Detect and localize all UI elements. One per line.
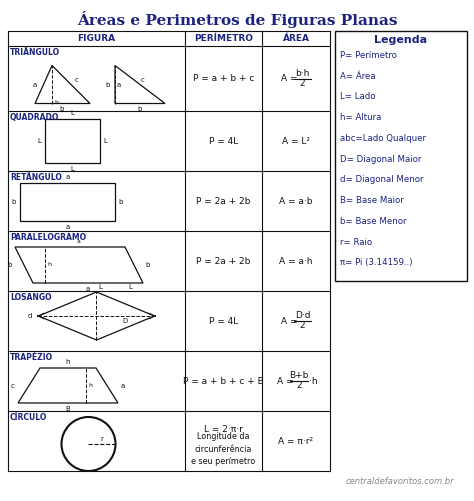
Text: centraldefavoritos.com.br: centraldefavoritos.com.br xyxy=(346,477,454,486)
Text: D= Diagonal Maior: D= Diagonal Maior xyxy=(340,155,421,164)
Text: D: D xyxy=(123,318,128,324)
Text: h: h xyxy=(66,359,70,365)
Text: B: B xyxy=(65,406,70,412)
Text: P = 2a + 2b: P = 2a + 2b xyxy=(196,196,251,205)
Text: 2: 2 xyxy=(296,381,302,390)
Text: P = a + b + c + B: P = a + b + c + B xyxy=(183,376,264,385)
Text: a: a xyxy=(121,382,125,388)
Bar xyxy=(335,31,467,281)
Text: h: h xyxy=(47,263,51,268)
Text: b: b xyxy=(118,199,122,205)
Text: d= Diagonal Menor: d= Diagonal Menor xyxy=(340,175,423,184)
Text: B+b: B+b xyxy=(290,372,309,380)
Text: P = a + b + c: P = a + b + c xyxy=(193,74,254,83)
Text: Áreas e Perimetros de Figuras Planas: Áreas e Perimetros de Figuras Planas xyxy=(77,11,397,28)
Text: A = a·b: A = a·b xyxy=(279,196,313,205)
Text: L: L xyxy=(99,284,102,290)
Text: b: b xyxy=(8,262,12,268)
Text: L: L xyxy=(71,166,74,172)
Text: b= Base Menor: b= Base Menor xyxy=(340,217,407,226)
Text: A = a·h: A = a·h xyxy=(279,257,313,266)
Text: b: b xyxy=(12,199,16,205)
Text: TRAPÉZIO: TRAPÉZIO xyxy=(10,353,53,362)
Text: abc=Lado Qualquer: abc=Lado Qualquer xyxy=(340,134,426,143)
Text: A =: A = xyxy=(281,74,300,83)
Text: L = 2·π·r: L = 2·π·r xyxy=(204,424,243,433)
Text: a: a xyxy=(65,224,70,230)
Text: h: h xyxy=(88,383,92,388)
Text: P= Perímetro: P= Perímetro xyxy=(340,51,397,60)
Text: a: a xyxy=(77,239,81,244)
Text: CÍRCULO: CÍRCULO xyxy=(10,413,47,422)
Text: Legenda: Legenda xyxy=(374,35,428,45)
Text: D·d: D·d xyxy=(295,312,310,321)
Text: Longitude da
circunferência
e seu perímetro: Longitude da circunferência e seu períme… xyxy=(191,432,255,466)
Text: d: d xyxy=(28,313,33,319)
Text: ÁREA: ÁREA xyxy=(283,34,310,43)
Text: a: a xyxy=(33,82,37,88)
Text: P = 4L: P = 4L xyxy=(209,317,238,326)
Text: P = 2a + 2b: P = 2a + 2b xyxy=(196,257,251,266)
Text: A =: A = xyxy=(281,317,300,326)
Text: a: a xyxy=(65,174,70,180)
Text: 2: 2 xyxy=(300,322,305,331)
Text: RETÂNGULO: RETÂNGULO xyxy=(10,173,62,182)
Text: 2: 2 xyxy=(300,79,305,88)
Text: r= Raio: r= Raio xyxy=(340,237,372,246)
Text: h= Altura: h= Altura xyxy=(340,113,382,122)
Text: TRIÂNGULO: TRIÂNGULO xyxy=(10,48,60,57)
Text: ·h: ·h xyxy=(309,376,318,385)
Bar xyxy=(20,183,115,221)
Text: c: c xyxy=(75,77,79,83)
Text: c: c xyxy=(141,77,145,83)
Text: L= Lado: L= Lado xyxy=(340,93,375,102)
Text: P = 4L: P = 4L xyxy=(209,136,238,145)
Text: h: h xyxy=(54,100,58,105)
Text: r: r xyxy=(100,436,103,442)
Bar xyxy=(45,119,100,163)
Text: b: b xyxy=(138,106,142,112)
Text: B= Base Maior: B= Base Maior xyxy=(340,196,404,205)
Text: L: L xyxy=(71,110,74,116)
Text: π= Pi (3.14159..): π= Pi (3.14159..) xyxy=(340,259,412,267)
Text: FIGURA: FIGURA xyxy=(77,34,116,43)
Text: b: b xyxy=(60,106,64,112)
Text: b: b xyxy=(106,82,110,88)
Text: LOSANGO: LOSANGO xyxy=(10,293,52,302)
Text: L: L xyxy=(128,284,132,290)
Text: A = π·r²: A = π·r² xyxy=(278,436,314,445)
Text: b·h: b·h xyxy=(295,69,310,78)
Text: a: a xyxy=(117,82,121,88)
Text: a: a xyxy=(86,286,90,292)
Text: L: L xyxy=(103,138,107,144)
Text: A= Área: A= Área xyxy=(340,72,375,81)
Text: L: L xyxy=(37,138,41,144)
Text: PARALELOGRAMO: PARALELOGRAMO xyxy=(10,233,86,242)
Text: PERÍMETRO: PERÍMETRO xyxy=(194,34,253,43)
Text: A = L²: A = L² xyxy=(282,136,310,145)
Text: QUADRADO: QUADRADO xyxy=(10,113,59,122)
Text: b: b xyxy=(145,262,149,268)
Text: A =: A = xyxy=(277,376,297,385)
Text: c: c xyxy=(11,382,15,388)
